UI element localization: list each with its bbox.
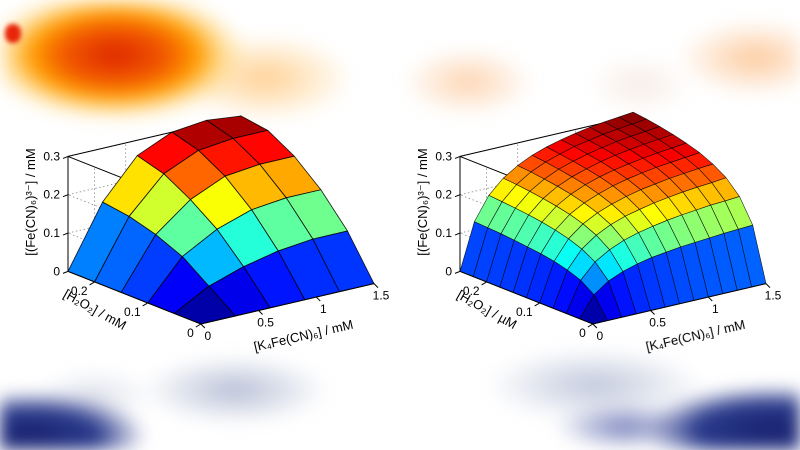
surface-chart-right: [(Fe(CN)₆)³⁻] / mM [H₂O₂] / µM [K₄Fe(CN)… — [398, 96, 783, 366]
top-left-red-dot — [5, 24, 21, 43]
z-axis-label-right: [(Fe(CN)₆)³⁻] / mM — [415, 148, 430, 256]
z-axis-label-left: [(Fe(CN)₆)³⁻] / mM — [23, 148, 38, 256]
surface-chart-left: [(Fe(CN)₆)³⁻] / mM [H₂O₂] / mM [K₄Fe(CN)… — [6, 96, 391, 366]
surface-plot-right-canvas — [398, 96, 783, 366]
surface-plot-left-canvas — [6, 96, 391, 366]
